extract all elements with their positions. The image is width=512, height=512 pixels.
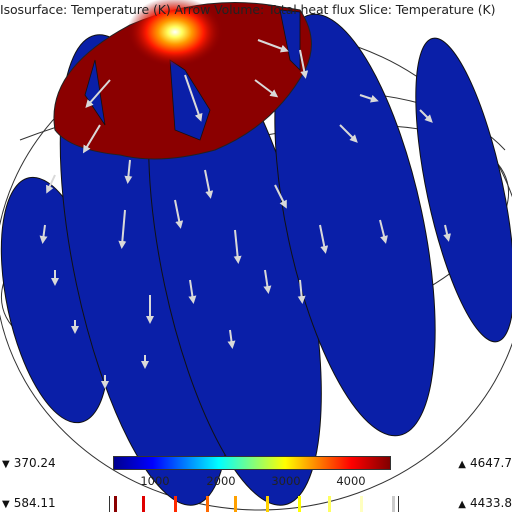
slice-max-label: ▲ 4433.8 [458, 496, 512, 510]
triangle-down-icon: ▼ [2, 459, 10, 470]
triangle-up-icon: ▲ [458, 459, 466, 470]
plot-title: Isosurface: Temperature (K) Arrow Volume… [0, 2, 496, 17]
isosurface-min-label: ▼ 370.24 [2, 456, 56, 470]
slice-plane-5 [415, 37, 512, 343]
colorbar-tick: 2000 [206, 474, 236, 488]
colorbar [113, 456, 391, 470]
isosurface-max-label: ▲ 4647.7 [458, 456, 512, 470]
hot-isosurface [53, 0, 312, 160]
slice-legend-bar [109, 496, 399, 512]
slice-min-label: ▼ 584.11 [2, 496, 56, 510]
triangle-down-icon: ▼ [2, 499, 10, 510]
colorbar-tick: 1000 [140, 474, 170, 488]
colorbar-tick: 4000 [336, 474, 366, 488]
slice-plane-4 [274, 13, 436, 437]
heat-flux-arrows [39, 39, 451, 389]
triangle-up-icon: ▲ [458, 499, 466, 510]
colorbar-tick: 3000 [271, 474, 301, 488]
